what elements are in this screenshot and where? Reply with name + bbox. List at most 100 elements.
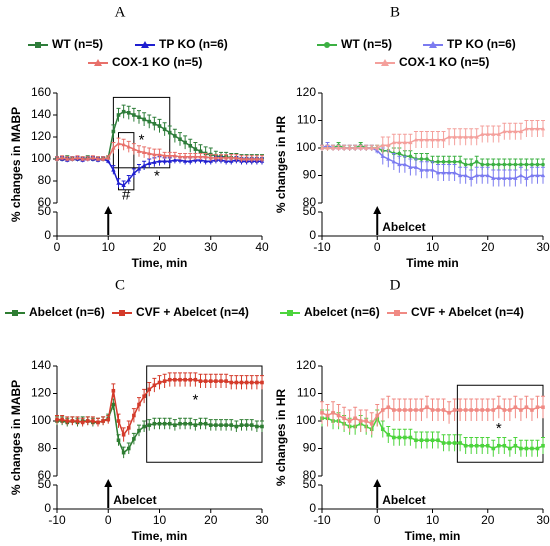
point: [508, 162, 512, 167]
x-axis-label: Time, min: [132, 529, 188, 543]
point: [147, 161, 152, 165]
point: [157, 421, 162, 426]
point: [85, 419, 90, 423]
point: [157, 380, 162, 385]
point: [70, 419, 75, 423]
point: [80, 420, 85, 425]
point: [178, 377, 182, 382]
point: [96, 420, 100, 425]
x-tick-label: 20: [204, 513, 218, 527]
point: [208, 423, 213, 427]
y-tick-label: 0: [44, 501, 51, 515]
x-tick-label: 40: [255, 240, 269, 254]
annotation: #: [122, 186, 131, 203]
point: [116, 141, 121, 146]
point: [541, 405, 545, 410]
point: [162, 379, 167, 383]
arrow-head: [373, 479, 382, 487]
point: [386, 142, 391, 147]
point: [474, 408, 479, 412]
point: [430, 167, 435, 172]
point: [239, 380, 244, 385]
point: [502, 129, 507, 134]
point: [147, 151, 152, 156]
point: [386, 432, 391, 437]
point: [518, 129, 524, 134]
point: [224, 423, 228, 427]
point: [468, 134, 474, 139]
point: [132, 437, 136, 441]
y-tick-label: 60: [38, 468, 52, 482]
y-tick-label: 90: [303, 168, 317, 182]
point: [530, 446, 534, 451]
point: [121, 432, 126, 437]
x-tick-label: 10: [426, 513, 440, 527]
point: [352, 145, 358, 150]
point: [535, 405, 540, 410]
y-tick-label: 90: [303, 441, 317, 455]
point: [126, 111, 131, 115]
point: [419, 137, 424, 142]
y-tick-label: 120: [31, 386, 51, 400]
point: [530, 408, 534, 412]
point: [441, 441, 446, 445]
point: [452, 408, 457, 412]
point: [157, 152, 162, 157]
point: [397, 151, 402, 156]
legend-marker: [119, 310, 125, 316]
point: [436, 438, 440, 443]
legend-label: WT (n=5): [341, 37, 392, 51]
point: [474, 159, 479, 164]
point: [535, 126, 540, 131]
point: [364, 145, 369, 150]
point: [182, 158, 188, 163]
point: [183, 377, 187, 382]
y-tick-label: 100: [31, 151, 51, 165]
legend-marker: [287, 310, 293, 316]
point: [513, 443, 518, 448]
point: [430, 408, 435, 412]
x-tick-label: 10: [153, 513, 167, 527]
point: [441, 408, 446, 412]
point: [419, 157, 424, 161]
point: [419, 167, 424, 172]
point: [419, 408, 424, 412]
point: [320, 410, 324, 415]
legend-label: Abelcet (n=6): [29, 305, 105, 319]
point: [142, 394, 146, 399]
point: [347, 419, 352, 423]
point: [463, 443, 468, 448]
point: [480, 162, 485, 167]
point: [496, 175, 501, 180]
y-tick-label: 80: [303, 195, 317, 209]
point: [397, 435, 402, 440]
x-tick-label: 30: [536, 513, 550, 527]
point: [193, 147, 198, 151]
point: [249, 423, 254, 427]
point: [497, 443, 501, 448]
point: [485, 408, 490, 412]
legend-marker: [429, 41, 437, 48]
point: [336, 145, 341, 150]
point: [419, 438, 424, 443]
point: [101, 419, 105, 423]
point: [397, 140, 402, 145]
point: [469, 162, 473, 167]
point: [468, 175, 474, 180]
point: [342, 416, 346, 421]
point: [502, 443, 507, 448]
point: [447, 410, 451, 415]
point: [447, 159, 451, 164]
point: [430, 137, 435, 142]
y-tick-label: 0: [309, 501, 316, 515]
point: [136, 166, 142, 171]
point: [137, 428, 141, 433]
point: [255, 424, 259, 429]
point: [188, 421, 193, 426]
point: [126, 426, 131, 430]
point: [391, 140, 397, 145]
point: [452, 170, 457, 175]
point: [208, 379, 213, 383]
point: [141, 150, 147, 154]
point: [162, 158, 167, 163]
